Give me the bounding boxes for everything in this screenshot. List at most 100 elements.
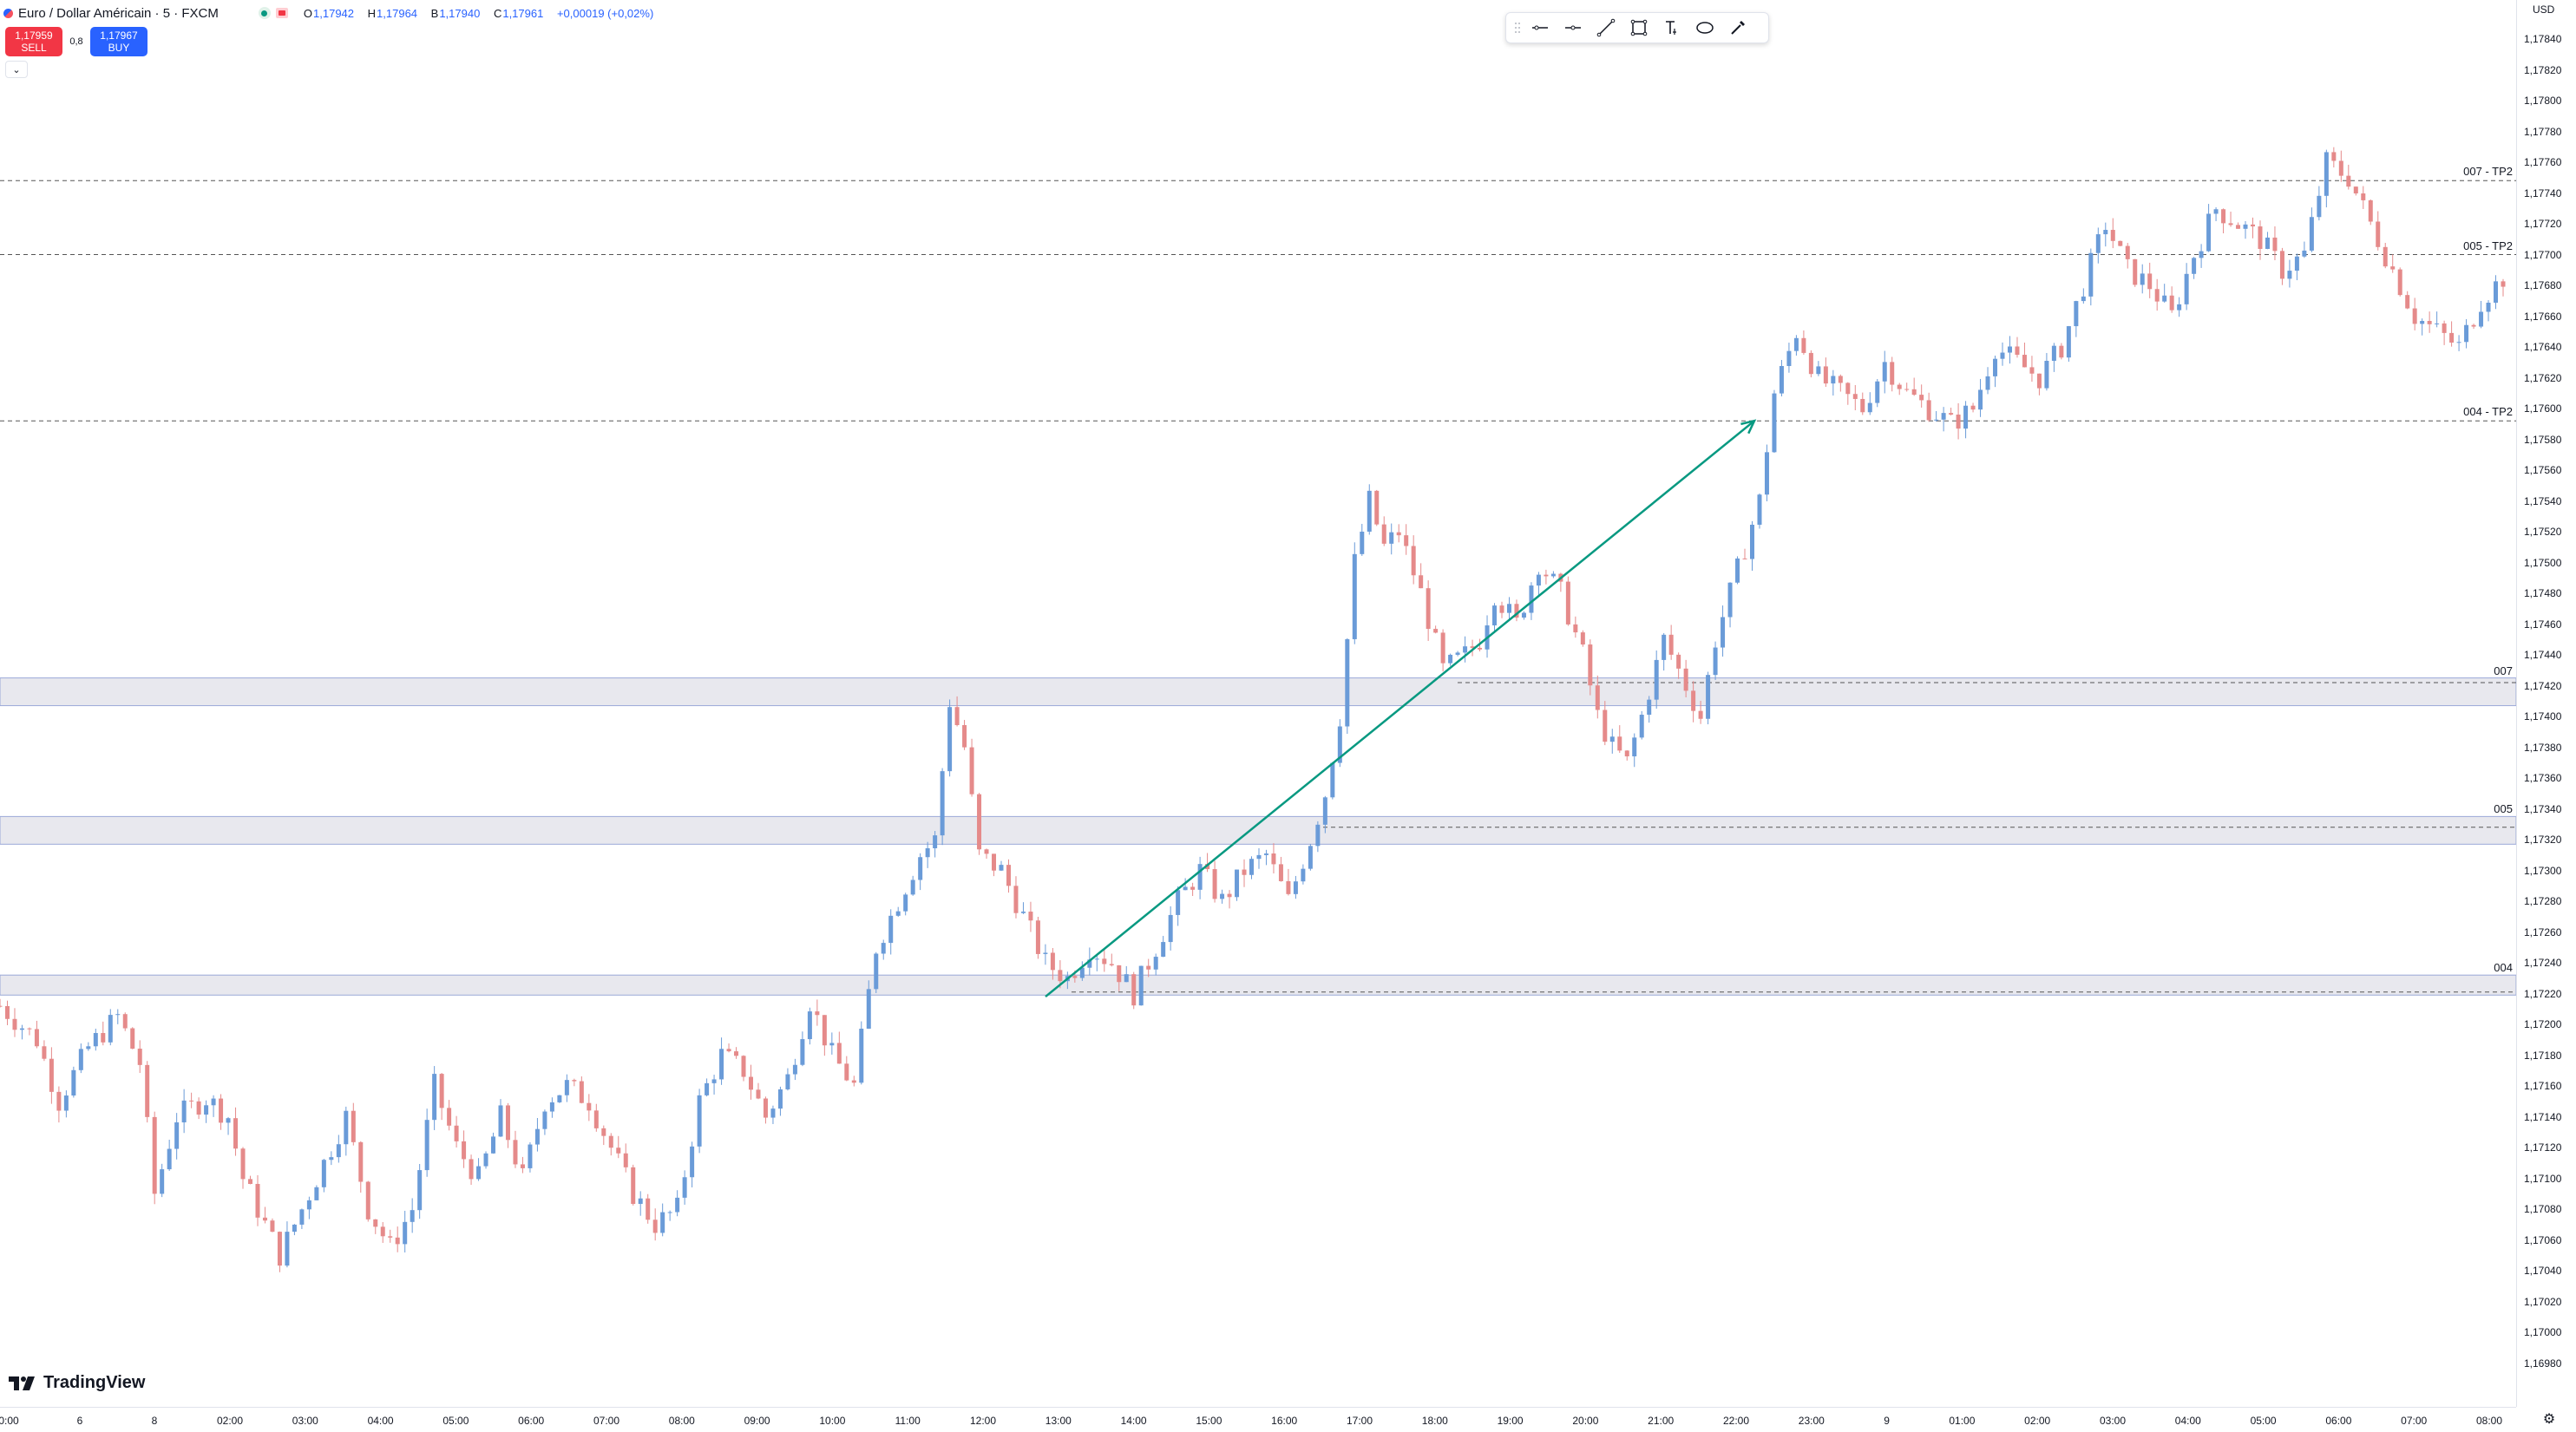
candle-body [888,915,894,944]
price-chart[interactable] [0,0,2516,1407]
horizontal-line-tool[interactable] [1524,15,1557,41]
candle-body [2044,360,2049,389]
settings-icon[interactable]: ⚙ [2542,1412,2556,1427]
candle-body [2383,246,2388,267]
candle-body [248,1179,252,1184]
ellipse-tool[interactable] [1688,15,1721,41]
sell-button[interactable]: 1,17959 SELL [5,27,62,56]
candle-body [277,1232,282,1266]
time-tick: 03:00 [292,1415,318,1427]
candle-body [1455,652,1460,655]
candle-body [601,1128,606,1136]
candle-body [1322,797,1327,825]
candle-body [1536,574,1541,586]
price-tick: 1,17040 [2524,1265,2562,1277]
candle-body [1647,699,1652,716]
trend-arrow-line [1045,420,1755,998]
candle-body [145,1064,150,1117]
candle-body [403,1221,408,1245]
price-tick: 1,17340 [2524,802,2562,815]
candle-body [1691,690,1696,711]
drag-handle-icon[interactable] [1511,15,1524,41]
ohlc-values: O1,17942 H1,17964 B1,17940 C1,17961 +0,0… [303,6,654,20]
candle-body [1890,362,1895,385]
candle-body [1374,490,1380,525]
support-zones [0,677,2516,996]
candle-body [513,1140,518,1165]
text-tool[interactable] [1655,15,1688,41]
candle-body [2206,213,2212,252]
tradingview-logo[interactable]: TradingView [9,1373,145,1393]
candle-body [439,1074,444,1108]
candle-body [174,1122,180,1149]
candle-body [1028,912,1033,921]
candle-body [2074,301,2079,327]
candle-body [2088,252,2094,297]
market-open-icon[interactable] [258,7,271,19]
candle-body [2199,251,2204,258]
currency-label[interactable]: USD [2533,3,2555,16]
rectangle-tool[interactable] [1622,15,1655,41]
candle-body [1617,736,1622,751]
candle-body [2029,367,2035,374]
brush-tool[interactable] [1721,15,1754,41]
candle-body [2265,237,2270,249]
trend-arrow[interactable] [1045,419,1757,998]
horizontal-ray-tool[interactable] [1557,15,1590,41]
candle-body [652,1219,658,1233]
candle-body [1801,337,1806,353]
price-tick: 1,17760 [2524,156,2562,168]
candle-body [697,1095,702,1147]
price-tick: 1,17140 [2524,1110,2562,1123]
buy-button[interactable]: 1,17967 BUY [90,27,147,56]
candle-body [2213,209,2219,214]
candle-body [71,1069,76,1096]
candle-body [705,1082,710,1095]
time-tick: 05:00 [2250,1415,2277,1427]
candle-body [962,724,967,748]
price-tick: 1,17080 [2524,1203,2562,1215]
candle-body [977,794,982,850]
time-axis[interactable]: 0:00 6 8 02:00 03:00 04:00 05:00 06:00 07:00 08:0… [0,1407,2516,1432]
symbol-title[interactable]: Euro / Dollar Américain · 5 · FXCM [18,5,219,21]
candle-body [528,1144,533,1168]
candle-body [1146,965,1151,970]
price-tick: 1,17820 [2524,63,2562,76]
candle-body [1970,405,1976,410]
buy-price: 1,17967 [100,29,138,42]
candle-body [1043,952,1048,954]
candle-body [226,1118,231,1123]
data-flag-icon[interactable] [275,8,288,18]
candle-body [42,1046,47,1059]
candle-body [557,1095,562,1102]
candle-body [1227,893,1232,898]
candle-body [2302,250,2307,257]
time-tick: 16:00 [1271,1415,1298,1427]
collapse-legend-button[interactable]: ⌄ [5,61,28,78]
candle-body [1772,393,1777,453]
candle-body [299,1209,305,1225]
candle-body [1235,869,1240,898]
candle-body [933,835,938,849]
candle-body [593,1110,599,1128]
time-tick: 06:00 [2325,1415,2352,1427]
candle-body [181,1100,187,1123]
candle-body [1463,646,1468,653]
candle-body [1404,535,1409,546]
candle-body [925,848,930,858]
candle-body [2007,346,2012,353]
time-tick: 03:00 [2099,1415,2127,1427]
candle-body [2110,230,2115,241]
trend-line-tool[interactable] [1590,15,1622,41]
candle-body [1183,886,1188,891]
candle-body [2405,295,2410,309]
candle-body [1315,824,1321,847]
candle-body [1470,646,1475,648]
zone-label: 004 [2494,961,2513,975]
candle-body [1102,958,1107,964]
candle-body [829,1043,835,1046]
price-axis[interactable]: USD 1,17840 1,17820 1,17800 1,17780 1,17760 1… [2516,0,2576,1407]
candle-body [1956,414,1961,429]
candle-body [1058,970,1063,982]
price-tick: 1,16980 [2524,1357,2562,1370]
